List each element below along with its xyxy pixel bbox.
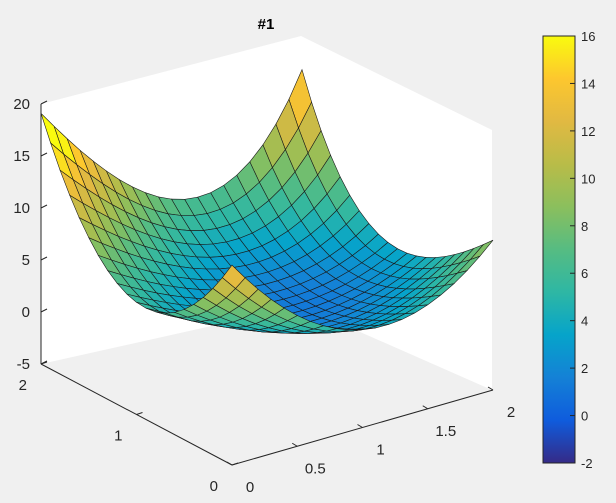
chart-title: #1 [258,16,275,33]
surface-plot [40,68,494,334]
y-tick [136,412,143,415]
z-tick-label: 5 [22,252,30,269]
colorbar-tick-label: -2 [581,456,593,471]
colorbar-tick-label: 12 [581,124,595,139]
x-tick-label: 0 [246,479,254,496]
y-tick [40,361,48,365]
z-tick-label: 10 [13,200,30,217]
z-tick-label: 0 [22,304,30,321]
colorbar-tick-label: 2 [581,361,588,376]
colorbar-tick-label: 4 [581,314,588,329]
x-tick-label: 2 [507,404,515,421]
z-tick-label: 15 [13,148,30,165]
z-tick [40,152,48,157]
x-tick [291,442,298,447]
colorbar-tick-label: 16 [581,29,595,44]
x-tick [357,424,363,428]
x-tick-label: 0.5 [305,460,326,477]
colorbar-gradient [542,35,576,464]
colorbar-tick-label: 14 [581,76,595,91]
colorbar-tick-label: 6 [581,266,588,281]
colorbar: -2 0 2 4 6 8 10 12 14 16 [542,29,595,471]
x-tick [487,386,494,391]
z-tick [40,256,48,261]
y-tick [231,462,239,466]
colorbar-tick-label: 0 [581,409,588,424]
x-tick-label: 1.5 [435,423,456,440]
y-tick-label: 0 [210,478,218,495]
y-tick-label: 1 [114,428,122,445]
x-tick [226,461,233,466]
z-tick [40,204,48,209]
z-tick [40,100,48,105]
axes-lines [40,100,494,466]
z-tick-label: 20 [13,96,30,113]
z-tick-label: -5 [17,356,30,373]
colorbar-tick-label: 10 [581,171,595,186]
y-tick-label: 2 [19,377,27,394]
x-tick [422,405,429,410]
z-tick [40,308,48,313]
x-tick-label: 1 [376,442,384,459]
colorbar-ticks: -2 0 2 4 6 8 10 12 14 16 [570,29,595,471]
surface-patch [221,264,246,289]
colorbar-tick-label: 8 [581,219,588,234]
